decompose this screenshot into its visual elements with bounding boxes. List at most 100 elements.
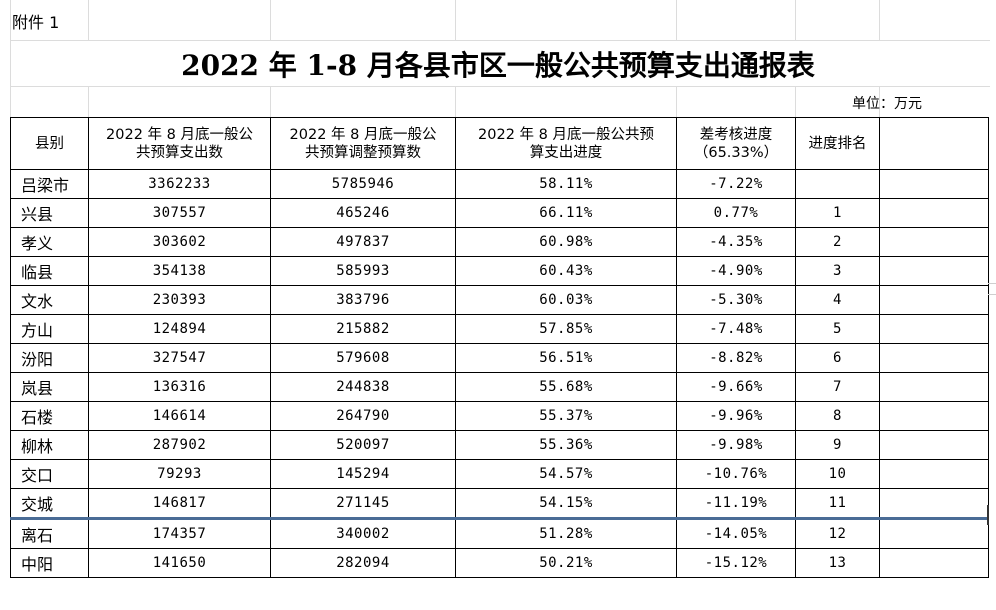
grid-line [676,0,677,40]
cell-expenditure: 141650 [88,548,271,578]
grid-line [455,0,456,40]
cell-expenditure: 3362233 [88,169,271,199]
cell-expenditure: 307557 [88,198,271,228]
cell-budget: 282094 [270,548,456,578]
cell-budget: 340002 [270,517,456,549]
header-gap: 差考核进度 （65.33%） [676,117,796,170]
cell-gap: 0.77% [676,198,796,228]
grid-line [270,0,271,40]
attachment-label: 附件 1 [12,13,60,32]
cell-rank [795,169,880,199]
cell-extra [879,401,989,431]
cell-county: 吕梁市 [10,169,89,199]
cell-budget: 520097 [270,430,456,460]
grid-line [10,86,990,87]
cell-extra [879,285,989,315]
cell-expenditure: 354138 [88,256,271,286]
table-row: 交口 79293 145294 54.57% -10.76% 10 [10,459,989,489]
cell-county: 汾阳 [10,343,89,373]
cell-gap: -7.48% [676,314,796,344]
cell-expenditure: 327547 [88,343,271,373]
cell-county: 临县 [10,256,89,286]
cell-budget: 271145 [270,488,456,519]
table-row: 汾阳 327547 579608 56.51% -8.82% 6 [10,343,989,373]
cell-expenditure: 174357 [88,517,271,549]
cell-extra [879,548,989,578]
cell-county: 中阳 [10,548,89,578]
cell-progress: 55.68% [455,372,677,402]
cell-expenditure: 146817 [88,488,271,519]
edge-marker [988,294,996,295]
cell-progress: 55.37% [455,401,677,431]
cell-extra [879,488,989,519]
header-rank: 进度排名 [795,117,880,170]
cell-gap: -14.05% [676,517,796,549]
cell-rank: 12 [795,517,880,549]
cell-extra [879,256,989,286]
cell-progress: 57.85% [455,314,677,344]
cell-rank: 9 [795,430,880,460]
cell-gap: -8.82% [676,343,796,373]
cell-county: 孝义 [10,227,89,257]
cell-budget: 5785946 [270,169,456,199]
cell-extra [879,517,989,549]
table-row: 方山 124894 215882 57.85% -7.48% 5 [10,314,989,344]
cell-gap: -10.76% [676,459,796,489]
cell-budget: 497837 [270,227,456,257]
cell-gap: -7.22% [676,169,796,199]
cell-extra [879,459,989,489]
cell-county: 方山 [10,314,89,344]
header-expenditure: 2022 年 8 月底一般公 共预算支出数 [88,117,271,170]
cell-budget: 215882 [270,314,456,344]
cell-progress: 51.28% [455,517,677,549]
cell-gap: -9.98% [676,430,796,460]
cell-rank: 2 [795,227,880,257]
cell-budget: 145294 [270,459,456,489]
cell-gap: -15.12% [676,548,796,578]
header-budget: 2022 年 8 月底一般公 共预算调整预算数 [270,117,456,170]
cell-expenditure: 146614 [88,401,271,431]
cell-budget: 264790 [270,401,456,431]
cell-county: 交城 [10,488,89,519]
grid-line [10,0,11,117]
table-row: 岚县 136316 244838 55.68% -9.66% 7 [10,372,989,402]
cell-expenditure: 230393 [88,285,271,315]
header-progress: 2022 年 8 月底一般公共预 算支出进度 [455,117,677,170]
cell-rank: 7 [795,372,880,402]
grid-line [879,0,880,40]
cell-expenditure: 79293 [88,459,271,489]
cell-extra [879,314,989,344]
table-row: 石楼 146614 264790 55.37% -9.96% 8 [10,401,989,431]
edge-marker [987,505,989,525]
table-row: 交城 146817 271145 54.15% -11.19% 11 [10,488,989,519]
cell-budget: 465246 [270,198,456,228]
cell-extra [879,198,989,228]
unit-label: 单位：万元 [852,96,922,112]
cell-budget: 579608 [270,343,456,373]
grid-line [879,86,880,117]
cell-expenditure: 124894 [88,314,271,344]
cell-extra [879,169,989,199]
cell-progress: 66.11% [455,198,677,228]
cell-budget: 585993 [270,256,456,286]
table-row: 柳林 287902 520097 55.36% -9.98% 9 [10,430,989,460]
cell-rank: 13 [795,548,880,578]
grid-line [10,40,990,41]
grid-line [270,86,271,117]
cell-county: 岚县 [10,372,89,402]
grid-line [676,86,677,117]
cell-gap: -11.19% [676,488,796,519]
cell-county: 交口 [10,459,89,489]
cell-extra [879,227,989,257]
cell-gap: -4.35% [676,227,796,257]
cell-rank: 4 [795,285,880,315]
cell-expenditure: 287902 [88,430,271,460]
cell-extra [879,372,989,402]
cell-progress: 60.98% [455,227,677,257]
cell-progress: 55.36% [455,430,677,460]
table-row: 吕梁市 3362233 5785946 58.11% -7.22% [10,169,989,199]
grid-line [795,0,796,40]
grid-line [88,86,89,117]
table-header-row: 县别 2022 年 8 月底一般公 共预算支出数 2022 年 8 月底一般公 … [10,117,989,170]
cell-progress: 60.43% [455,256,677,286]
